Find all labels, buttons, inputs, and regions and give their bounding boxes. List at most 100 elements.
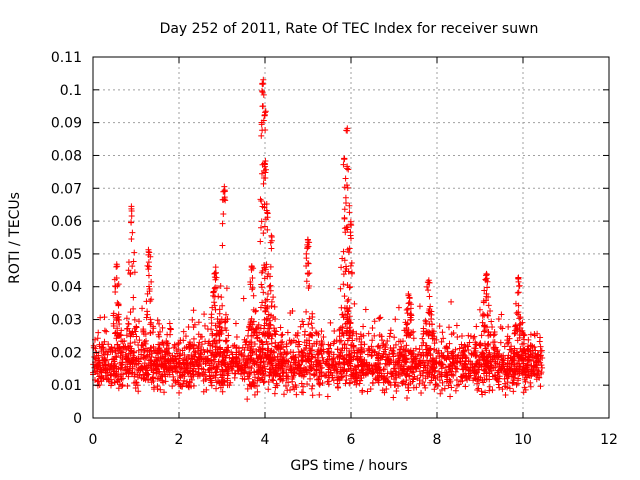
data-point xyxy=(267,369,274,376)
data-point xyxy=(308,351,315,358)
data-point xyxy=(340,248,347,255)
data-point xyxy=(386,360,393,367)
data-point xyxy=(429,335,436,342)
data-point xyxy=(313,338,320,345)
data-point xyxy=(439,379,446,386)
data-point xyxy=(277,373,284,380)
data-point xyxy=(416,303,423,310)
data-point xyxy=(264,341,271,348)
data-point xyxy=(462,364,469,371)
data-point xyxy=(258,197,265,204)
data-point xyxy=(176,339,183,346)
data-point xyxy=(108,345,115,352)
data-point xyxy=(410,376,417,383)
data-point xyxy=(131,249,138,256)
data-point xyxy=(475,366,482,373)
data-point xyxy=(326,353,333,360)
data-point xyxy=(225,332,232,339)
data-point xyxy=(107,366,114,373)
data-point xyxy=(358,346,365,353)
data-point xyxy=(260,175,267,182)
data-point xyxy=(99,357,106,364)
data-point xyxy=(189,368,196,375)
data-point xyxy=(347,235,354,242)
data-point xyxy=(324,378,331,385)
data-point xyxy=(93,363,100,370)
data-point xyxy=(133,356,140,363)
y-axis-label: ROTI / TECUs xyxy=(7,192,23,284)
data-point xyxy=(190,345,197,352)
data-point xyxy=(279,368,286,375)
data-point xyxy=(176,389,183,396)
data-point xyxy=(108,380,115,387)
data-point xyxy=(277,345,284,352)
data-point xyxy=(336,333,343,340)
data-point xyxy=(391,381,398,388)
data-point xyxy=(472,339,479,346)
data-point xyxy=(334,384,341,391)
data-point xyxy=(488,362,495,369)
data-point xyxy=(276,372,283,379)
data-point xyxy=(295,357,302,364)
data-point xyxy=(154,385,161,392)
data-point xyxy=(399,338,406,345)
data-point xyxy=(426,306,433,313)
data-point xyxy=(130,294,137,301)
data-point xyxy=(341,206,348,213)
data-point xyxy=(312,329,319,336)
data-point xyxy=(439,361,446,368)
data-point xyxy=(522,378,529,385)
data-point xyxy=(358,344,365,351)
data-point xyxy=(268,232,275,239)
data-point xyxy=(147,329,154,336)
data-point xyxy=(538,347,545,354)
data-point xyxy=(315,375,322,382)
data-point xyxy=(290,356,297,363)
data-point xyxy=(283,351,290,358)
data-point xyxy=(268,340,275,347)
data-point xyxy=(261,112,268,119)
data-point xyxy=(246,371,253,378)
data-point xyxy=(381,366,388,373)
data-point xyxy=(346,209,353,216)
data-point xyxy=(416,346,423,353)
data-point xyxy=(399,357,406,364)
data-point xyxy=(393,388,400,395)
data-point xyxy=(385,379,392,386)
data-point xyxy=(428,321,435,328)
data-point xyxy=(259,89,266,96)
data-point xyxy=(208,320,215,327)
data-point xyxy=(306,337,313,344)
data-point xyxy=(143,353,150,360)
data-point xyxy=(134,371,141,378)
data-point xyxy=(383,356,390,363)
data-point xyxy=(423,283,430,290)
data-point xyxy=(416,358,423,365)
data-point xyxy=(520,346,527,353)
data-point xyxy=(310,361,317,368)
data-point xyxy=(138,375,145,382)
data-point xyxy=(131,360,138,367)
data-point xyxy=(136,337,143,344)
data-point xyxy=(262,368,269,375)
data-point xyxy=(180,328,187,335)
data-point xyxy=(341,215,348,222)
data-point xyxy=(233,334,240,341)
data-point xyxy=(520,389,527,396)
data-point xyxy=(437,390,444,397)
x-tick-label: 8 xyxy=(433,432,442,448)
data-point xyxy=(271,330,278,337)
data-point xyxy=(280,391,287,398)
data-point xyxy=(452,365,459,372)
data-point xyxy=(272,315,279,322)
data-point xyxy=(429,332,436,339)
data-point xyxy=(100,375,107,382)
data-point xyxy=(263,338,270,345)
data-point xyxy=(143,314,150,321)
data-point xyxy=(161,389,168,396)
data-point xyxy=(373,351,380,358)
data-point xyxy=(273,344,280,351)
data-point xyxy=(143,337,150,344)
data-point xyxy=(141,349,148,356)
